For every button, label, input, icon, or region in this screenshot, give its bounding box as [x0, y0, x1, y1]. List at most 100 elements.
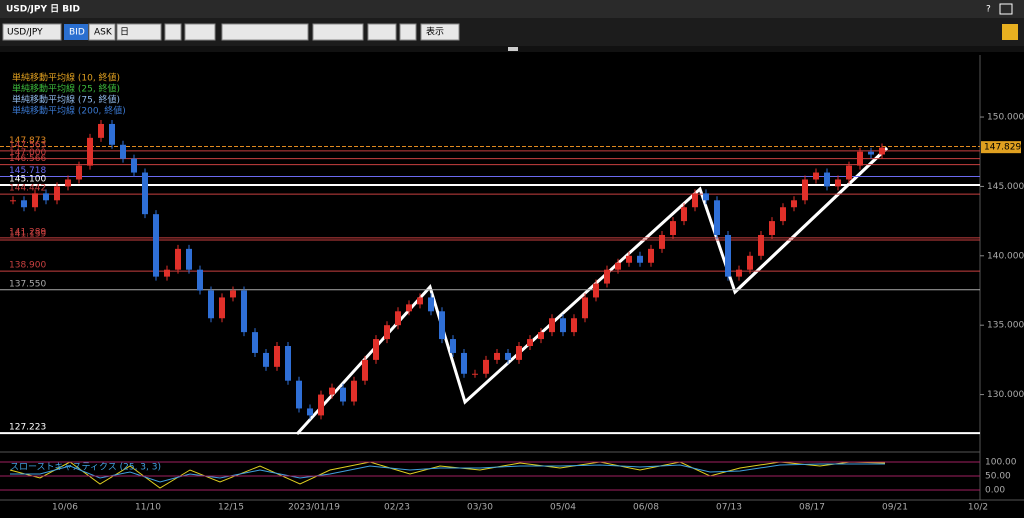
candle — [582, 297, 588, 319]
symbol-select[interactable] — [2, 23, 62, 41]
candle — [824, 172, 830, 187]
candle — [747, 255, 753, 270]
candle — [560, 318, 566, 333]
candle — [879, 147, 885, 155]
osc-tick-label: 0.00 — [985, 486, 1005, 496]
y-tick-label: 130.000 — [987, 390, 1024, 400]
candle — [164, 269, 170, 277]
candle — [846, 165, 852, 180]
tool-group[interactable] — [312, 23, 364, 41]
candle — [780, 207, 786, 222]
level-label: 141.289 — [9, 227, 46, 237]
candle — [208, 290, 214, 319]
x-tick-label: 12/15 — [218, 503, 244, 513]
candle — [428, 297, 434, 312]
candle — [274, 346, 280, 367]
candle — [648, 248, 654, 263]
candle — [153, 214, 159, 277]
period-select[interactable] — [116, 23, 162, 41]
candle — [681, 207, 687, 222]
level-label: 146.566 — [9, 154, 46, 164]
tool[interactable] — [184, 23, 216, 41]
tool[interactable] — [367, 23, 397, 41]
display-button[interactable] — [420, 23, 460, 41]
x-tick-label: 09/21 — [882, 503, 908, 513]
tool[interactable] — [164, 23, 182, 41]
candle — [505, 352, 511, 360]
x-tick-label: 11/10 — [135, 503, 161, 513]
legend-entry: 単純移動平均線 (10, 終値) — [12, 72, 120, 84]
candle — [32, 193, 38, 208]
candle — [131, 158, 137, 173]
display: 表示 — [426, 26, 444, 38]
tool[interactable] — [399, 23, 417, 41]
candle — [175, 248, 181, 270]
price-tag-label: 147.829 — [984, 143, 1021, 153]
legend-entry: 単純移動平均線 (25, 終値) — [12, 83, 120, 95]
candle — [186, 248, 192, 270]
candle — [659, 234, 665, 249]
x-tick-label: 10/06 — [52, 503, 78, 513]
x-tick-label: 06/08 — [633, 503, 659, 513]
splitter-handle[interactable] — [508, 47, 518, 51]
candle — [142, 172, 148, 215]
candle — [252, 332, 258, 353]
tool-group[interactable] — [221, 23, 309, 41]
candle — [527, 339, 533, 347]
help[interactable]: ? — [986, 5, 991, 15]
level-label: 137.550 — [9, 279, 46, 289]
level-label: 127.223 — [9, 423, 46, 433]
candle — [769, 221, 775, 235]
candle — [98, 123, 104, 138]
window-title: USD/JPY 日 BID — [6, 4, 80, 15]
candle — [791, 200, 797, 208]
level-label: 145.718 — [9, 166, 46, 176]
candle — [230, 290, 236, 298]
x-tick-label: 02/23 — [384, 503, 410, 513]
period: 日 — [120, 27, 129, 38]
candle — [351, 380, 357, 402]
candle — [373, 339, 379, 360]
trendline — [733, 146, 889, 294]
level-label: 141.139 — [9, 229, 46, 239]
level-label: 147.563 — [9, 140, 46, 150]
candle — [736, 269, 742, 277]
settings[interactable] — [1002, 24, 1018, 40]
oscillator-line — [10, 463, 885, 483]
candle — [549, 318, 555, 333]
candle — [593, 283, 599, 298]
level-label: 147.873 — [9, 136, 46, 146]
candle — [384, 325, 390, 340]
osc-tick-label: 50.00 — [985, 472, 1011, 482]
candle — [65, 179, 71, 187]
legend-entry: 単純移動平均線 (200, 終値) — [12, 105, 126, 117]
candle — [395, 311, 401, 326]
level-label: 147.000 — [9, 148, 46, 158]
bid-button[interactable] — [64, 24, 88, 40]
candle — [263, 352, 269, 367]
candle — [637, 255, 643, 263]
candle — [417, 297, 423, 305]
ask-button[interactable] — [88, 23, 116, 41]
candle — [725, 234, 731, 277]
y-tick-label: 140.000 — [987, 251, 1024, 261]
candle — [516, 346, 522, 360]
candle — [571, 318, 577, 333]
x-tick-label: 08/17 — [799, 503, 825, 513]
x-tick-label: 07/13 — [716, 503, 742, 513]
maximize[interactable] — [999, 3, 1013, 15]
candle — [109, 123, 115, 145]
candle — [835, 179, 841, 187]
candle — [494, 352, 500, 360]
candle — [87, 137, 93, 166]
candle — [802, 179, 808, 201]
candle — [285, 346, 291, 381]
candle — [538, 332, 544, 340]
candle — [626, 255, 632, 263]
oscillator-title: スローストキャスティクス (25, 3, 3) — [10, 462, 161, 473]
candle — [219, 297, 225, 319]
x-tick-label: 2023/01/19 — [288, 503, 340, 513]
trendline — [295, 146, 889, 436]
trendline — [297, 148, 887, 434]
